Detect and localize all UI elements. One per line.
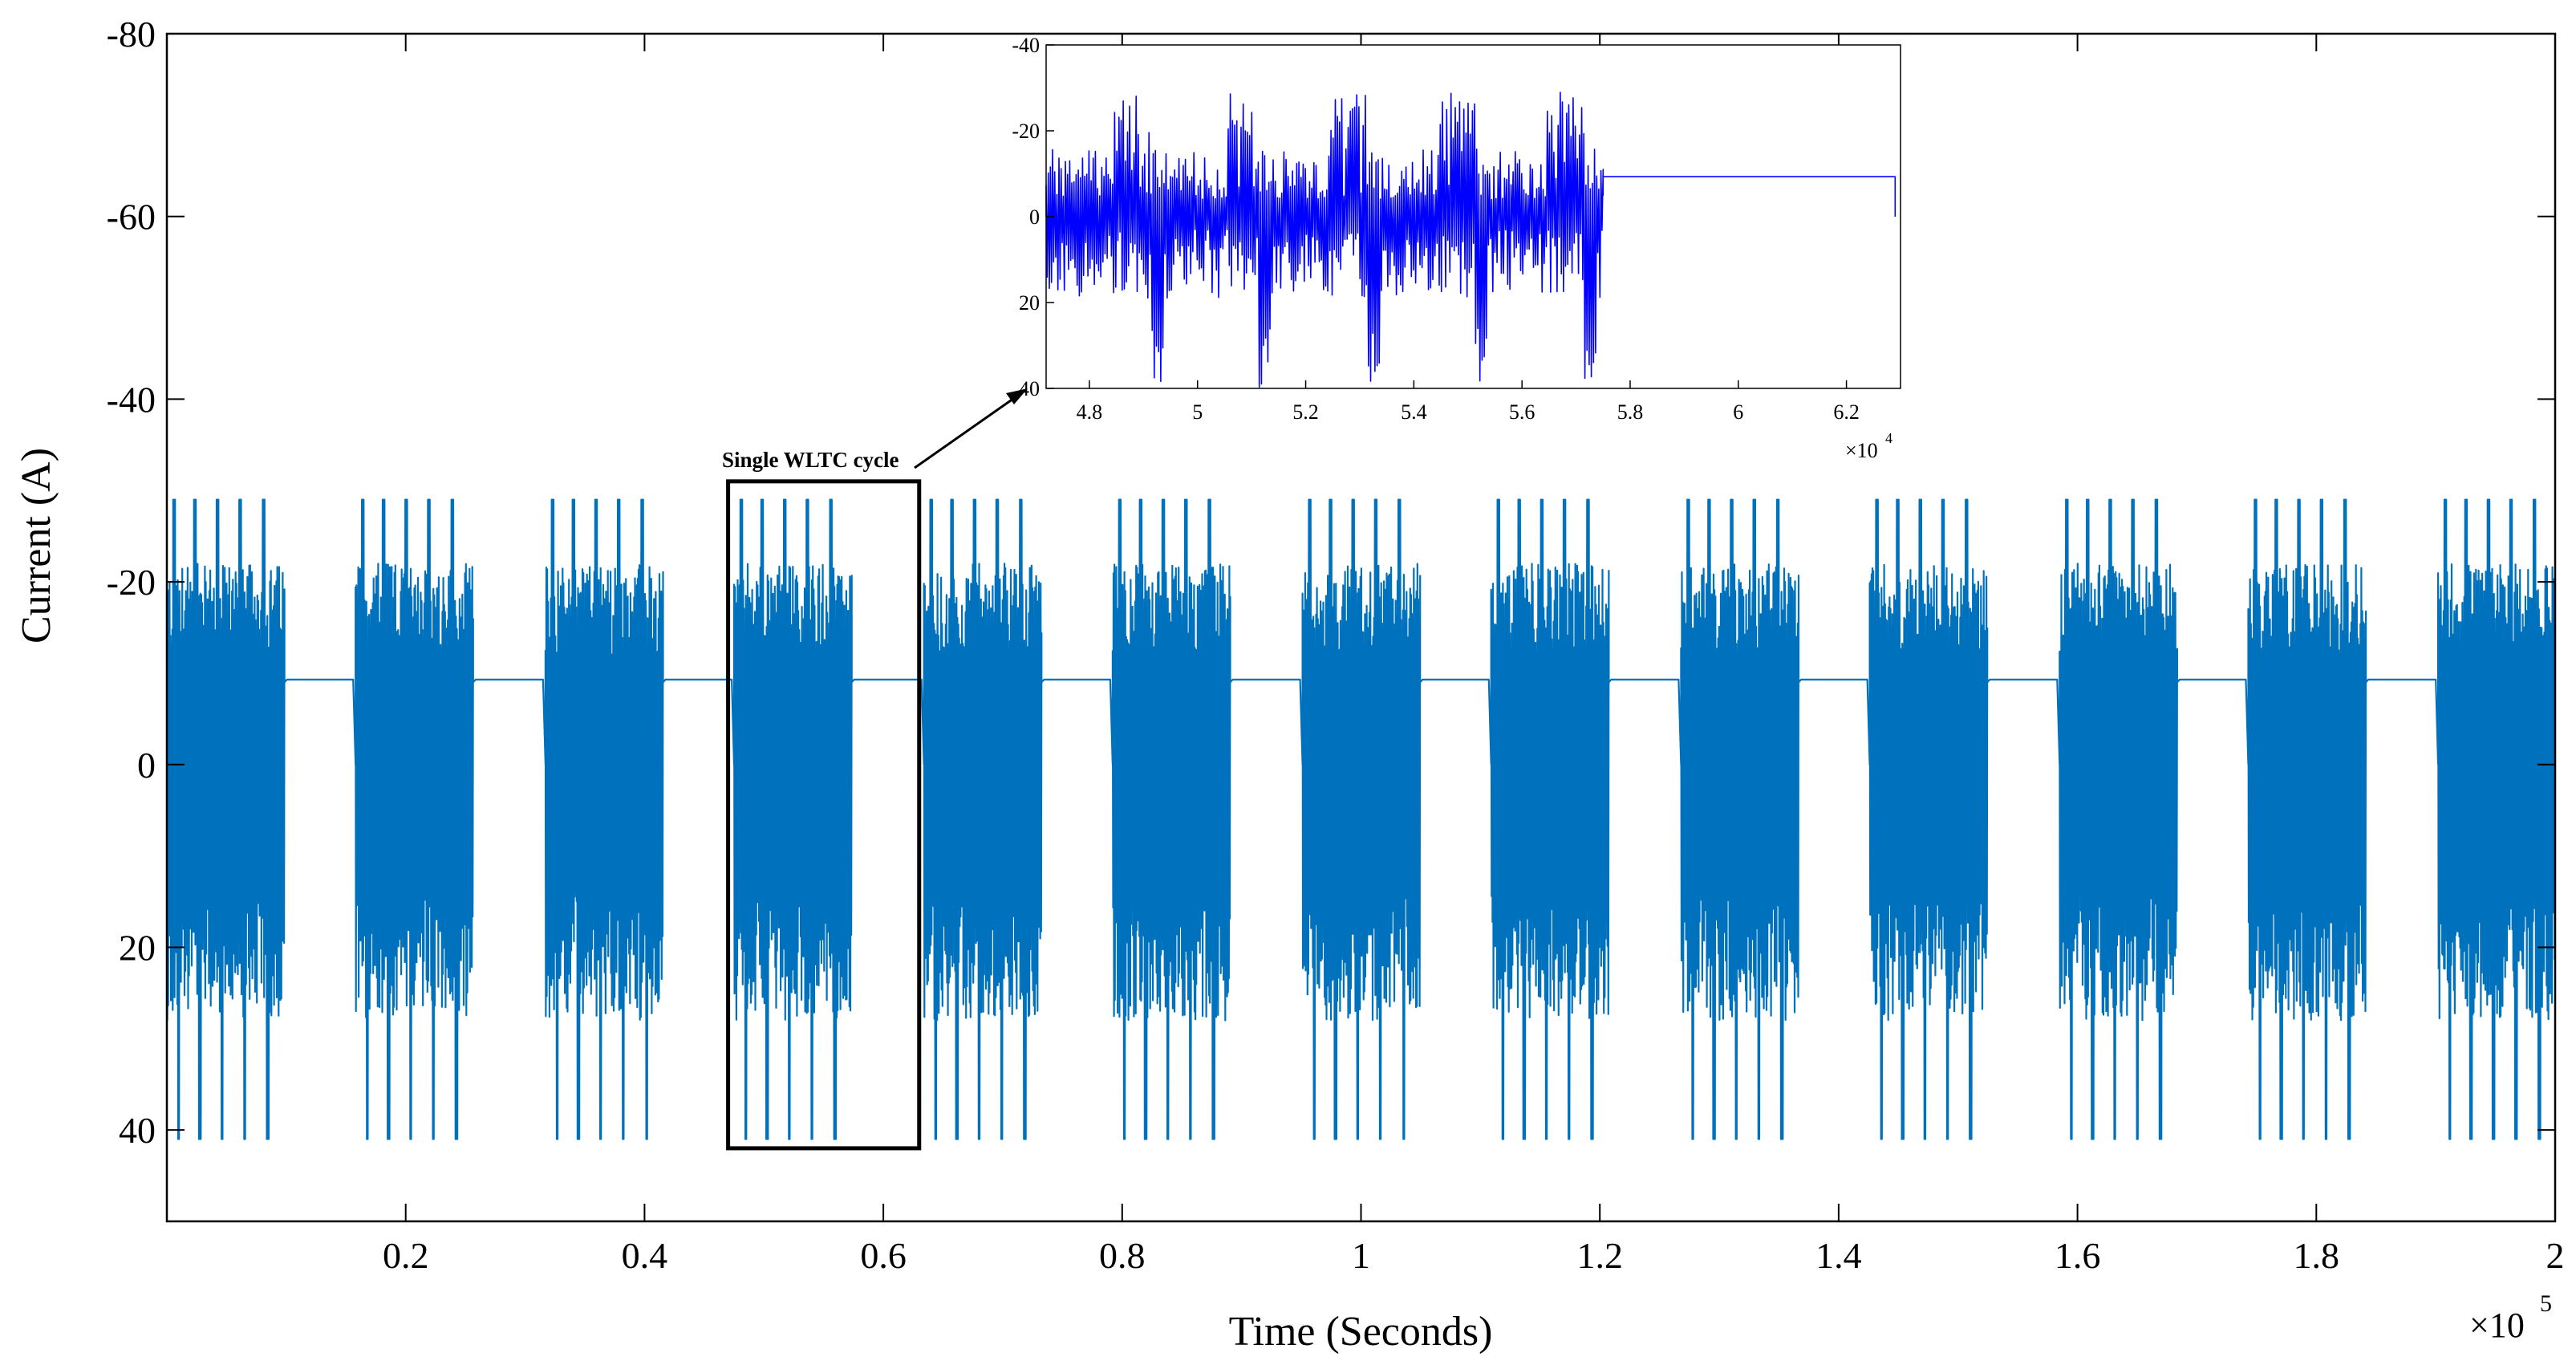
single-cycle-arrow-head <box>1006 388 1028 404</box>
main-x-tick-label: 2 <box>2546 1235 2565 1276</box>
main-x-tick-label: 1.2 <box>1576 1235 1623 1276</box>
inset-axes: -40 -20 0 20 40 4.8 5 5.2 5.4 5.6 5.8 6 6.2 ×10 4 <box>1012 34 1901 462</box>
inset-y-tick-label: 0 <box>1029 205 1040 229</box>
single-cycle-label: Single WLTC cycle <box>722 448 899 472</box>
inset-y-tick-label: 20 <box>1019 291 1040 315</box>
inset-y-tick-label: 40 <box>1019 377 1040 400</box>
inset-y-tick-label: -20 <box>1012 120 1040 143</box>
main-series-group <box>165 498 2557 1140</box>
inset-x-tick-label: 5.2 <box>1292 400 1319 424</box>
main-x-tick-label: 0.2 <box>383 1235 429 1276</box>
inset-x-exponent: ×10 4 <box>1845 430 1892 462</box>
main-y-tick-label: -40 <box>107 379 156 420</box>
main-x-tick-label: 0.4 <box>622 1235 668 1276</box>
main-series-line <box>165 498 2557 1140</box>
single-cycle-highlight-box <box>726 479 922 1151</box>
main-y-tick-label: 20 <box>119 927 156 968</box>
inset-x-tick-label: 5.4 <box>1401 400 1427 424</box>
main-x-exponent-power: 5 <box>2540 1290 2552 1317</box>
inset-y-ticks: -40 -20 0 20 40 <box>1012 34 1054 400</box>
main-y-tick-label: -60 <box>107 197 156 238</box>
main-x-exponent-base: ×10 <box>2469 1306 2525 1345</box>
main-y-tick-label: 40 <box>119 1110 156 1151</box>
main-y-tick-label: 0 <box>137 745 156 786</box>
main-x-tick-label: 1.8 <box>2294 1235 2340 1276</box>
inset-x-tick-label: 6.2 <box>1833 400 1860 424</box>
inset-series-line <box>1045 91 1897 388</box>
inset-x-tick-label: 5.8 <box>1617 400 1644 424</box>
inset-y-tick-label: -40 <box>1012 34 1040 57</box>
main-y-axis-title: Current (A) <box>14 448 59 644</box>
main-x-tick-label: 0.8 <box>1099 1235 1146 1276</box>
main-y-tick-label: -80 <box>107 14 156 55</box>
main-x-tick-label: 0.6 <box>860 1235 907 1276</box>
inset-x-tick-label: 6 <box>1733 400 1743 424</box>
inset-x-tick-label: 4.8 <box>1077 400 1103 424</box>
inset-x-exponent-power: 4 <box>1885 430 1892 446</box>
inset-x-tick-label: 5.6 <box>1509 400 1535 424</box>
single-cycle-arrow <box>914 393 1020 469</box>
inset-x-exponent-base: ×10 <box>1845 439 1878 462</box>
main-x-axis-title: Time (Seconds) <box>1229 1309 1493 1355</box>
inset-series-group <box>1045 91 1897 388</box>
main-x-exponent: ×10 5 <box>2469 1290 2552 1345</box>
main-y-tick-label: -20 <box>107 562 156 603</box>
main-x-tick-label: 1.6 <box>2055 1235 2101 1276</box>
main-x-tick-label: 1.4 <box>1815 1235 1862 1276</box>
inset-x-ticks: 4.8 5 5.2 5.4 5.6 5.8 6 6.2 <box>1077 380 1860 424</box>
main-x-tick-label: 1 <box>1352 1235 1370 1276</box>
main-x-ticks: 0.2 0.4 0.6 0.8 1 1.2 1.4 1.6 1.8 2 <box>383 34 2565 1276</box>
inset-x-tick-label: 5 <box>1192 400 1203 424</box>
